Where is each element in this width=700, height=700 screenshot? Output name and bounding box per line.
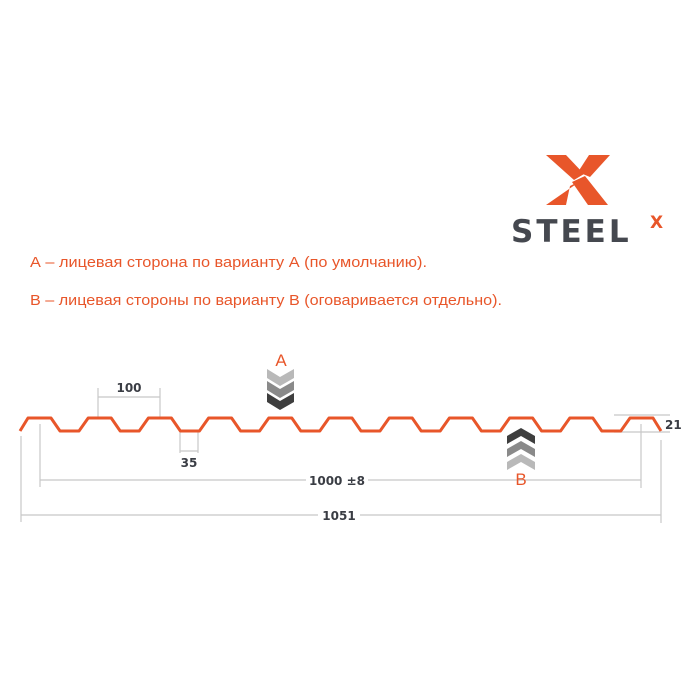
logo-x-mark [546, 155, 610, 205]
side-b-chevrons-icon [507, 428, 535, 470]
logo-text: STEEL [511, 214, 632, 250]
dim-pitch: 100 [116, 381, 141, 395]
dimension-lines [20, 388, 670, 523]
dim-bottom-width: 35 [181, 456, 198, 470]
side-b-label: B [515, 470, 526, 489]
description-line-a: А – лицевая сторона по варианту А (по ум… [30, 254, 427, 271]
dim-total-width: 1051 [322, 509, 355, 523]
side-a-chevrons-icon [267, 369, 294, 410]
corrugated-profile [18, 416, 663, 433]
dim-height: 21 [665, 418, 682, 432]
side-a-label: A [275, 351, 287, 370]
logo-superscript: X [650, 213, 663, 233]
description-line-b: В – лицевая стороны по варианту В (огова… [30, 292, 502, 309]
steelx-logo: STEEL X [511, 155, 663, 250]
dim-useful-width: 1000 ±8 [309, 474, 365, 488]
